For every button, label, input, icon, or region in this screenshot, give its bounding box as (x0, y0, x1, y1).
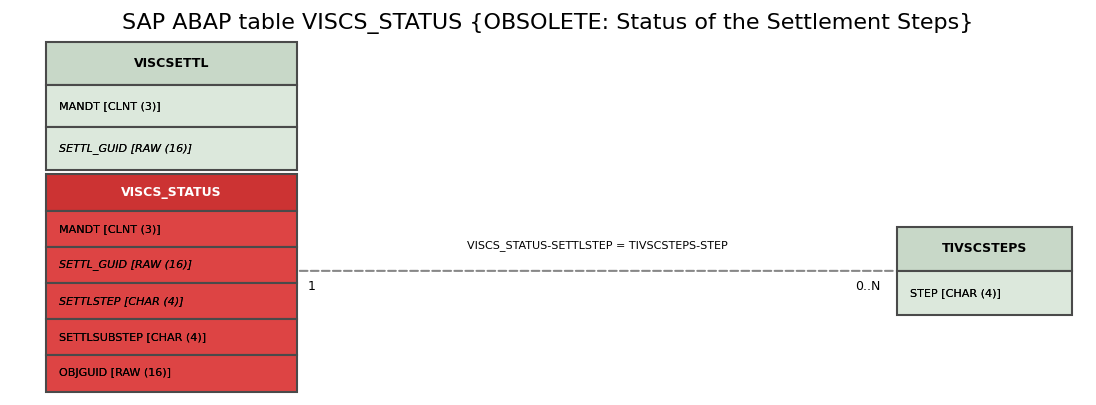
Text: STEP [CHAR (4)]: STEP [CHAR (4)] (911, 288, 1001, 298)
FancyBboxPatch shape (46, 355, 297, 392)
Text: TIVSCSTEPS: TIVSCSTEPS (941, 242, 1027, 255)
Text: SETTL_GUID [RAW (16)]: SETTL_GUID [RAW (16)] (59, 143, 192, 154)
Text: SETTLSTEP [CHAR (4)]: SETTLSTEP [CHAR (4)] (59, 296, 184, 306)
Text: OBJGUID [RAW (16)]: OBJGUID [RAW (16)] (59, 369, 171, 378)
FancyBboxPatch shape (898, 271, 1072, 315)
FancyBboxPatch shape (46, 174, 297, 211)
Text: SETTLSUBSTEP [CHAR (4)]: SETTLSUBSTEP [CHAR (4)] (59, 332, 206, 342)
Text: SETTLSUBSTEP [CHAR (4)]: SETTLSUBSTEP [CHAR (4)] (59, 332, 206, 342)
Text: OBJGUID [RAW (16)]: OBJGUID [RAW (16)] (59, 369, 171, 378)
FancyBboxPatch shape (46, 247, 297, 283)
Text: MANDT [CLNT (3)]: MANDT [CLNT (3)] (59, 101, 161, 111)
FancyBboxPatch shape (46, 211, 297, 247)
Text: 0..N: 0..N (856, 281, 881, 294)
FancyBboxPatch shape (46, 283, 297, 319)
Text: MANDT [CLNT (3)]: MANDT [CLNT (3)] (59, 101, 161, 111)
Text: SETTL_GUID [RAW (16)]: SETTL_GUID [RAW (16)] (59, 259, 192, 270)
FancyBboxPatch shape (46, 42, 297, 85)
Text: 1: 1 (308, 281, 316, 294)
Text: VISCS_STATUS: VISCS_STATUS (122, 186, 221, 199)
Text: STEP [CHAR (4)]: STEP [CHAR (4)] (911, 288, 1001, 298)
FancyBboxPatch shape (46, 128, 297, 171)
Text: MANDT [CLNT (3)]: MANDT [CLNT (3)] (59, 224, 161, 234)
Text: SETTLSTEP [CHAR (4)]: SETTLSTEP [CHAR (4)] (59, 296, 184, 306)
Text: VISCS_STATUS-SETTLSTEP = TIVSCSTEPS-STEP: VISCS_STATUS-SETTLSTEP = TIVSCSTEPS-STEP (467, 240, 728, 251)
Text: SETTL_GUID [RAW (16)]: SETTL_GUID [RAW (16)] (59, 259, 192, 270)
Text: SETTL_GUID [RAW (16)]: SETTL_GUID [RAW (16)] (59, 143, 192, 154)
FancyBboxPatch shape (46, 85, 297, 128)
FancyBboxPatch shape (898, 227, 1072, 271)
Text: MANDT [CLNT (3)]: MANDT [CLNT (3)] (59, 224, 161, 234)
Text: VISCSETTL: VISCSETTL (134, 57, 209, 70)
FancyBboxPatch shape (46, 319, 297, 355)
Text: SAP ABAP table VISCS_STATUS {OBSOLETE: Status of the Settlement Steps}: SAP ABAP table VISCS_STATUS {OBSOLETE: S… (123, 13, 973, 34)
